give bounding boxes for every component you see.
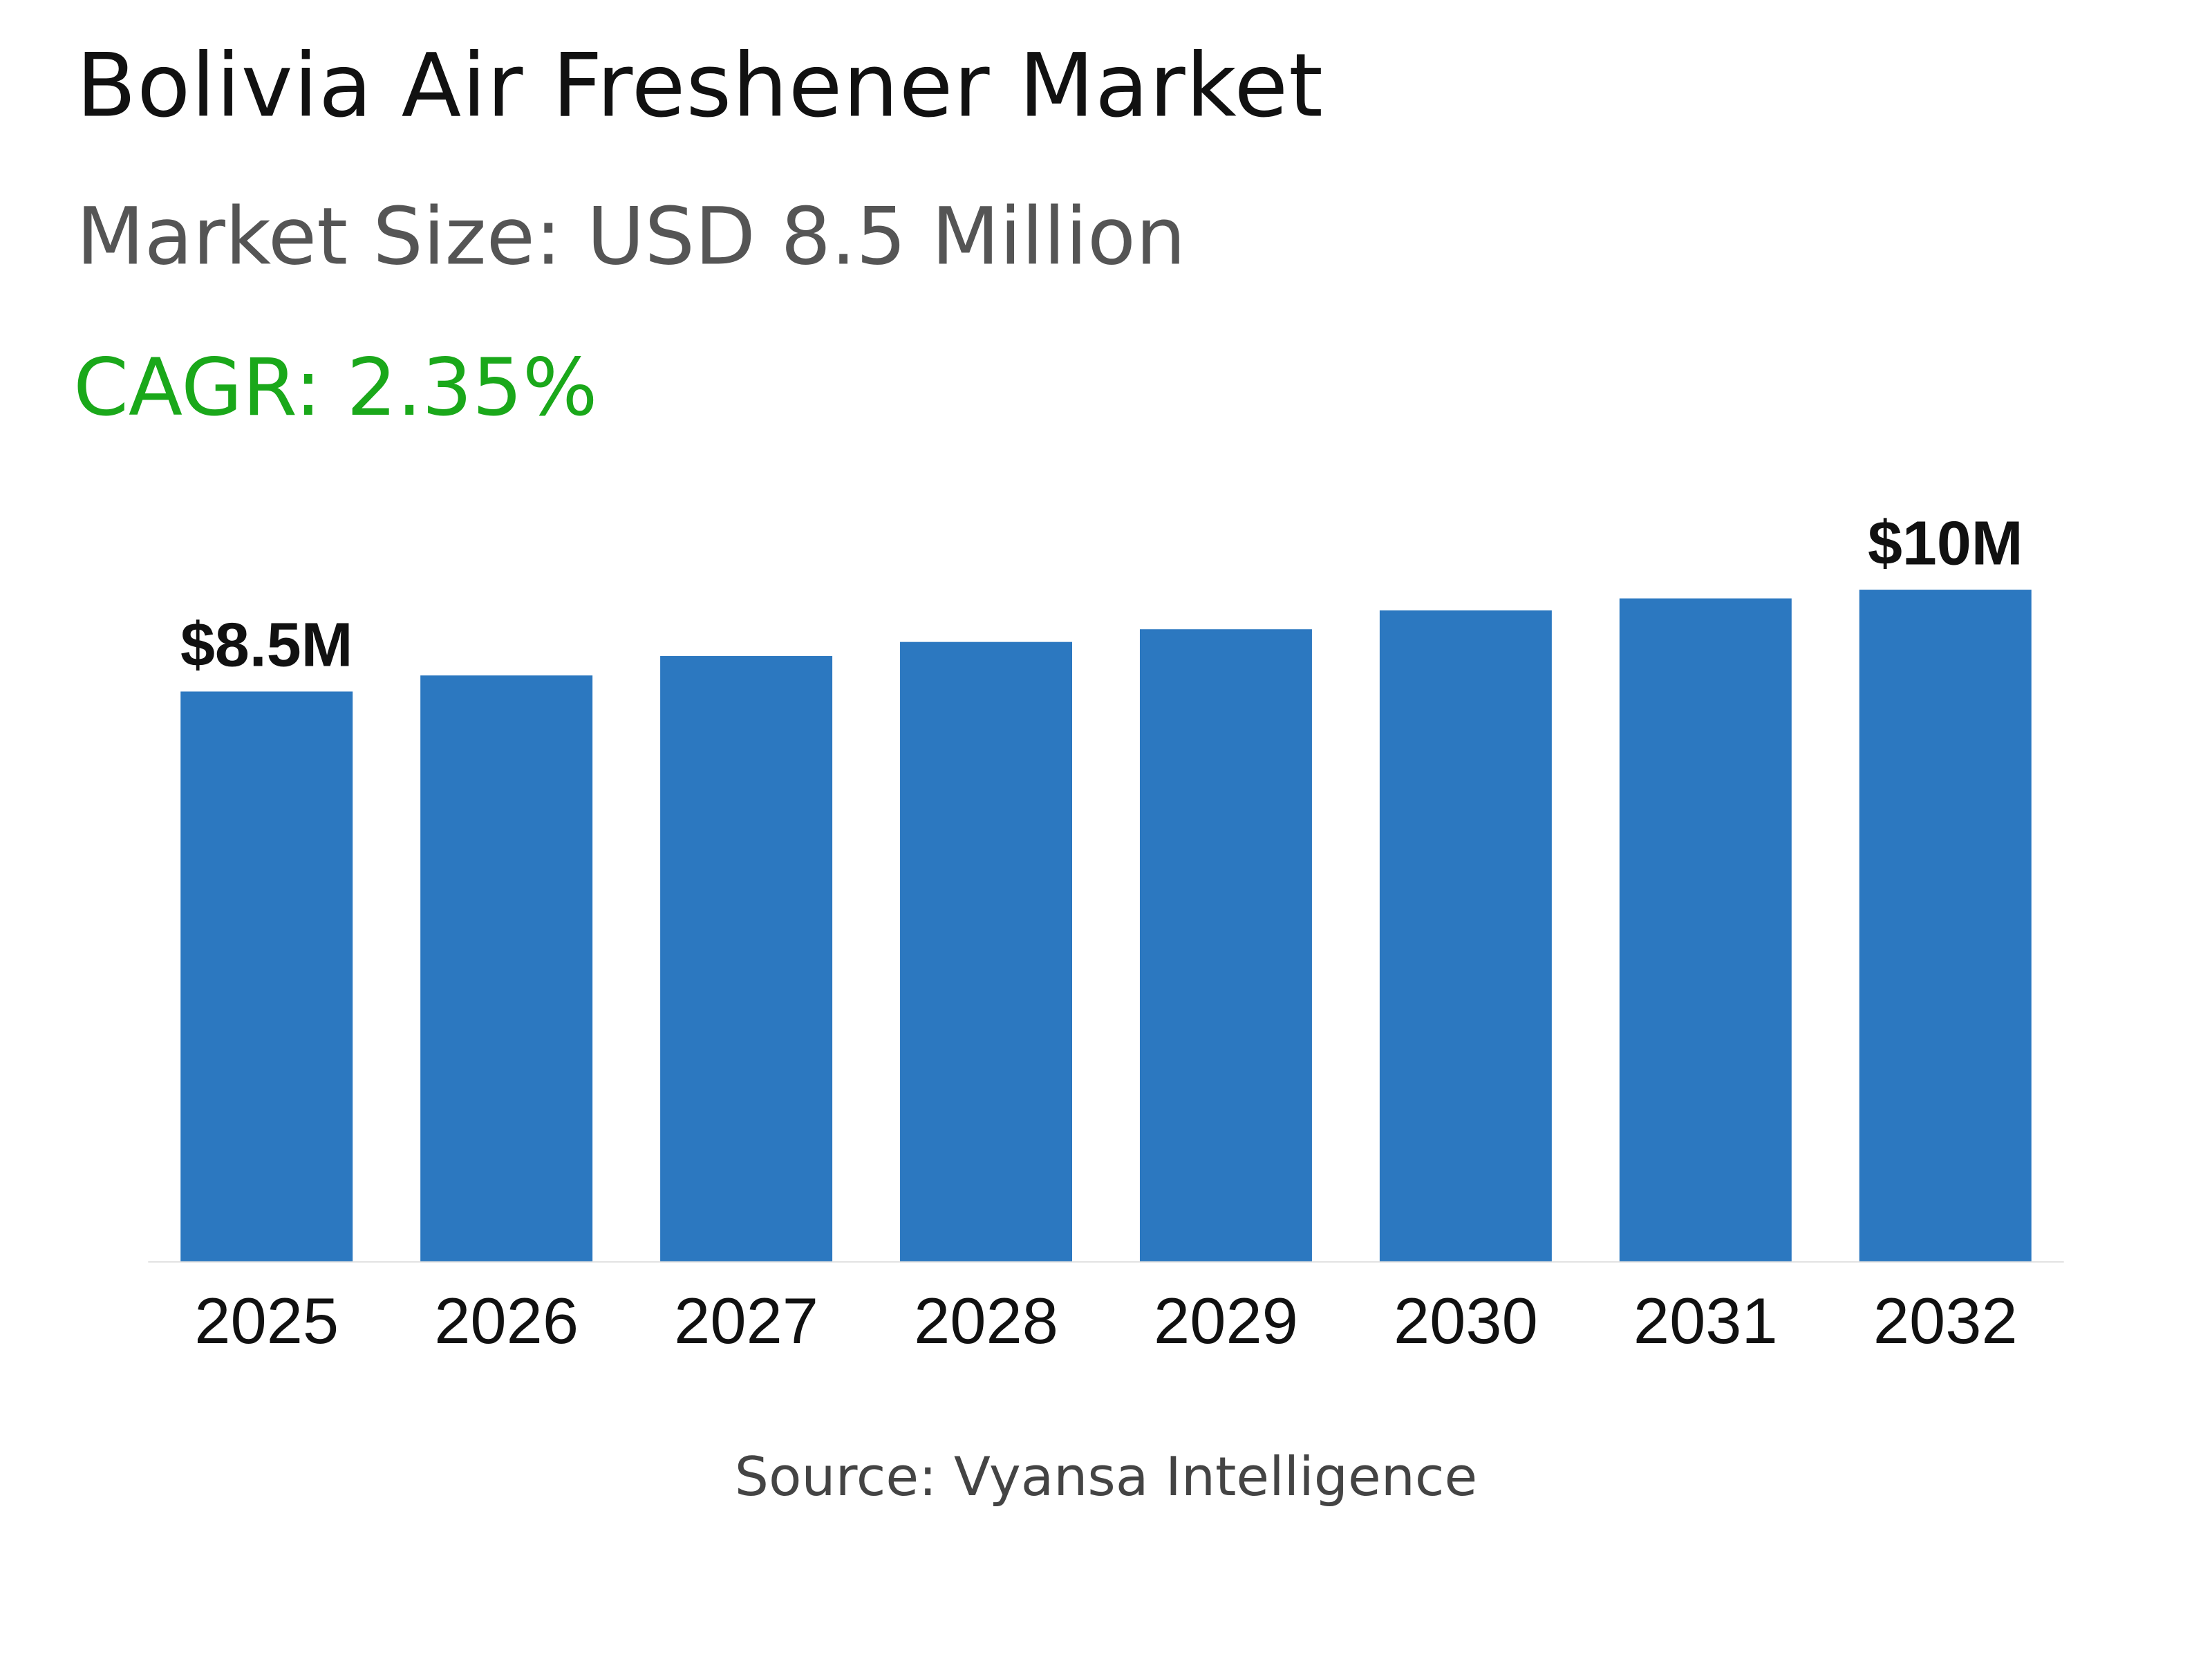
data-label: $8.5M — [180, 611, 353, 680]
x-tick-label: 2025 — [194, 1284, 339, 1357]
data-label: $10M — [1868, 509, 2023, 578]
x-tick-label: 2031 — [1633, 1284, 1778, 1357]
bar-2028 — [900, 641, 1073, 1262]
x-tick-label: 2030 — [1394, 1284, 1538, 1357]
bar-2027 — [660, 656, 833, 1262]
bar-2029 — [1139, 629, 1312, 1262]
x-tick-label: 2032 — [1873, 1284, 2018, 1357]
x-tick-label: 2026 — [434, 1284, 579, 1357]
source-note: Source: Vyansa Intelligence — [734, 1445, 1478, 1508]
bar-2030 — [1379, 610, 1552, 1262]
bar-2025 — [180, 691, 353, 1262]
page-title: Bolivia Air Freshener Market — [76, 33, 1324, 137]
x-tick-label: 2028 — [914, 1284, 1058, 1357]
cagr-label: CAGR: 2.35% — [73, 342, 598, 435]
x-tick-label: 2027 — [674, 1284, 818, 1357]
bar-2032 — [1859, 590, 2032, 1262]
bar-2031 — [1619, 598, 1792, 1262]
market-size-subtitle: Market Size: USD 8.5 Million — [76, 191, 1186, 284]
bar-2026 — [420, 675, 593, 1262]
x-tick-label: 2029 — [1154, 1284, 1298, 1357]
